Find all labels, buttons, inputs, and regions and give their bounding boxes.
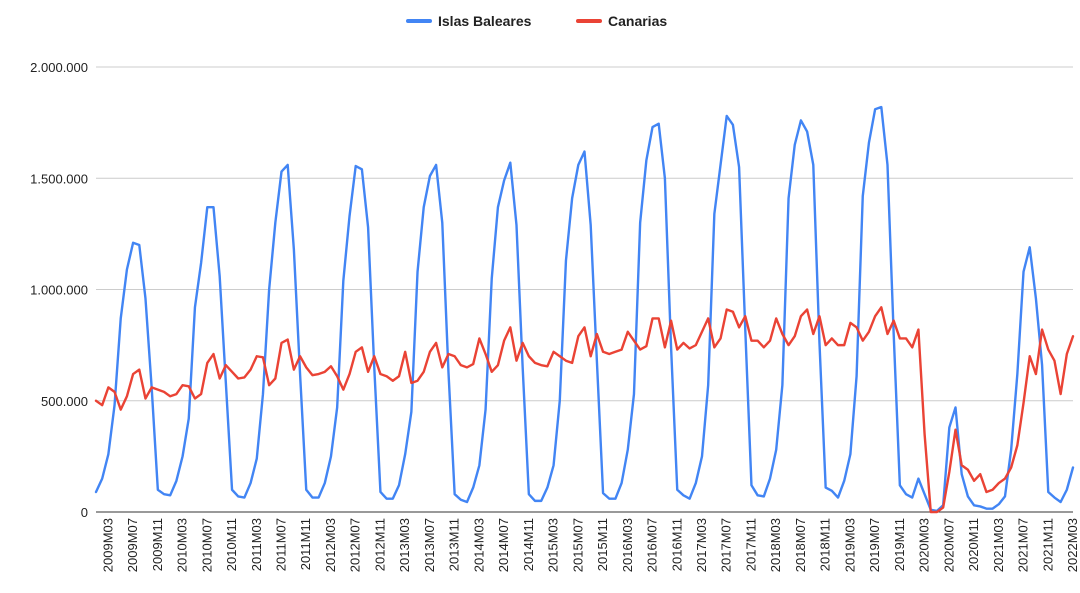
x-tick-label: 2016M07	[645, 518, 660, 572]
x-tick-label: 2016M11	[669, 518, 684, 571]
x-tick-label: 2010M03	[175, 518, 190, 572]
x-tick-label: 2018M03	[768, 518, 783, 572]
series-line-canarias	[94, 306, 1075, 514]
x-tick-label: 2018M07	[793, 518, 808, 572]
x-tick-label: 2019M07	[867, 518, 882, 572]
x-tick-label: 2019M03	[842, 518, 857, 572]
x-tick-label: 2014M11	[521, 518, 536, 571]
x-tick-label: 2020M11	[966, 518, 981, 571]
x-tick-label: 2016M03	[620, 518, 635, 572]
chart-legend: Islas Baleares Canarias	[406, 13, 667, 29]
x-tick-label: 2020M07	[941, 518, 956, 572]
legend-item-0: Islas Baleares	[406, 13, 532, 29]
x-tick-label: 2017M03	[694, 518, 709, 572]
series-line-islas-baleares	[94, 105, 1075, 513]
legend-item-1: Canarias	[576, 13, 667, 29]
x-tick-label: 2012M03	[323, 518, 338, 572]
x-tick-label: 2013M11	[447, 518, 462, 571]
x-tick-label: 2021M11	[1040, 518, 1055, 571]
x-tick-label: 2017M07	[719, 518, 734, 572]
x-tick-label: 2014M03	[471, 518, 486, 572]
y-tick-label: 2.000.000	[30, 60, 88, 75]
x-tick-label: 2013M03	[397, 518, 412, 572]
y-tick-label: 500.000	[41, 394, 88, 409]
y-tick-label: 1.000.000	[30, 283, 88, 298]
x-tick-label: 2013M07	[422, 518, 437, 572]
x-tick-label: 2012M07	[348, 518, 363, 572]
legend-label: Canarias	[608, 13, 667, 29]
x-tick-label: 2015M03	[546, 518, 561, 572]
x-tick-label: 2022M03	[1065, 518, 1080, 572]
x-tick-label: 2015M11	[595, 518, 610, 571]
x-tick-label: 2009M11	[150, 518, 165, 571]
gridlines	[96, 66, 1073, 513]
x-tick-label: 2020M03	[917, 518, 932, 572]
x-tick-label: 2010M07	[199, 518, 214, 572]
x-tick-label: 2018M11	[818, 518, 833, 571]
x-tick-label: 2017M11	[743, 518, 758, 571]
x-tick-label: 2015M07	[570, 518, 585, 572]
legend-label: Islas Baleares	[438, 13, 532, 29]
x-tick-label: 2019M11	[892, 518, 907, 571]
x-tick-label: 2011M03	[249, 518, 264, 571]
x-axis: 2009M03 2009M07 2009M11 2010M03 2010M07 2010M…	[100, 518, 1080, 572]
x-tick-label: 2014M07	[496, 518, 511, 572]
series-lines	[94, 105, 1075, 514]
x-tick-label: 2011M07	[274, 518, 289, 571]
y-axis: 0 500.000 1.000.000 1.500.000 2.000.000	[30, 60, 88, 520]
x-tick-label: 2010M11	[224, 518, 239, 571]
y-tick-label: 1.500.000	[30, 171, 88, 186]
x-tick-label: 2011M11	[298, 518, 313, 570]
x-tick-label: 2012M11	[372, 518, 387, 571]
x-tick-label: 2009M07	[125, 518, 140, 572]
x-tick-label: 2021M07	[1016, 518, 1031, 572]
y-tick-label: 0	[81, 505, 88, 520]
x-tick-label: 2009M03	[100, 518, 115, 572]
x-tick-label: 2021M03	[991, 518, 1006, 572]
